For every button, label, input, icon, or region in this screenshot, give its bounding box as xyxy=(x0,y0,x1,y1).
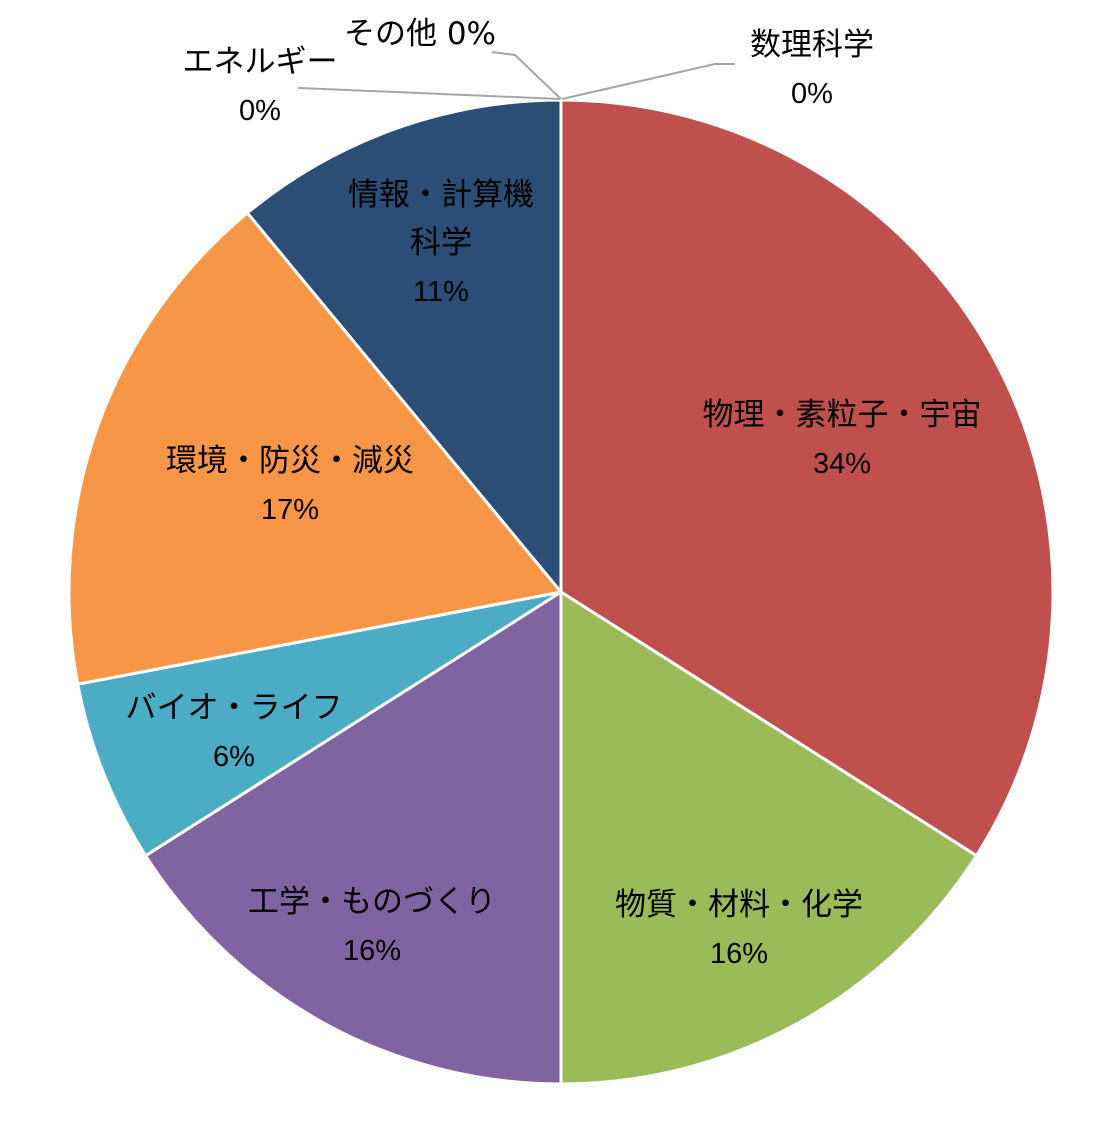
leader-line xyxy=(491,51,562,100)
slice-label: 物質・材料・化学 xyxy=(615,887,863,923)
slice-label: エネルギー xyxy=(183,44,338,80)
slice-label: バイオ・ライフ xyxy=(126,690,343,726)
slice-value-label: 16% xyxy=(710,938,768,970)
slice-value-label: 34% xyxy=(813,448,871,480)
labels-layer: 物理・素粒子・宇宙 34% 物質・材料・化学 16% 工学・ものづくり 16% バイオ・ライ… xyxy=(126,16,982,970)
pie-slice xyxy=(67,210,564,686)
slice-label: 工学・ものづくり xyxy=(248,884,496,920)
slice-label: その他 0% xyxy=(344,16,496,52)
slices-layer xyxy=(67,98,1055,1086)
pie-slice xyxy=(75,590,562,858)
slice-value-label: 16% xyxy=(343,935,401,967)
pie-slice xyxy=(245,98,563,597)
slice-value-label: 17% xyxy=(261,494,319,526)
slice-value-label: 0% xyxy=(239,95,281,127)
slice-value-label: 0% xyxy=(791,78,833,110)
slice-label: 物理・素粒子・宇宙 xyxy=(703,397,982,433)
pie-slice xyxy=(559,98,1055,858)
pie-slice xyxy=(143,589,563,1086)
slice-value-label: 6% xyxy=(213,741,255,773)
slice-label: 環境・防災・減災 xyxy=(166,443,414,479)
slice-label: 数理科学 xyxy=(750,27,874,63)
slice-label: 情報・計算機 xyxy=(348,177,534,213)
leader-line xyxy=(298,87,561,100)
slice-label: 科学 xyxy=(410,225,472,261)
leader-line xyxy=(561,63,735,100)
leaders-layer xyxy=(298,51,735,100)
slice-value-label: 11% xyxy=(413,276,469,308)
pie-slice xyxy=(559,589,979,1086)
